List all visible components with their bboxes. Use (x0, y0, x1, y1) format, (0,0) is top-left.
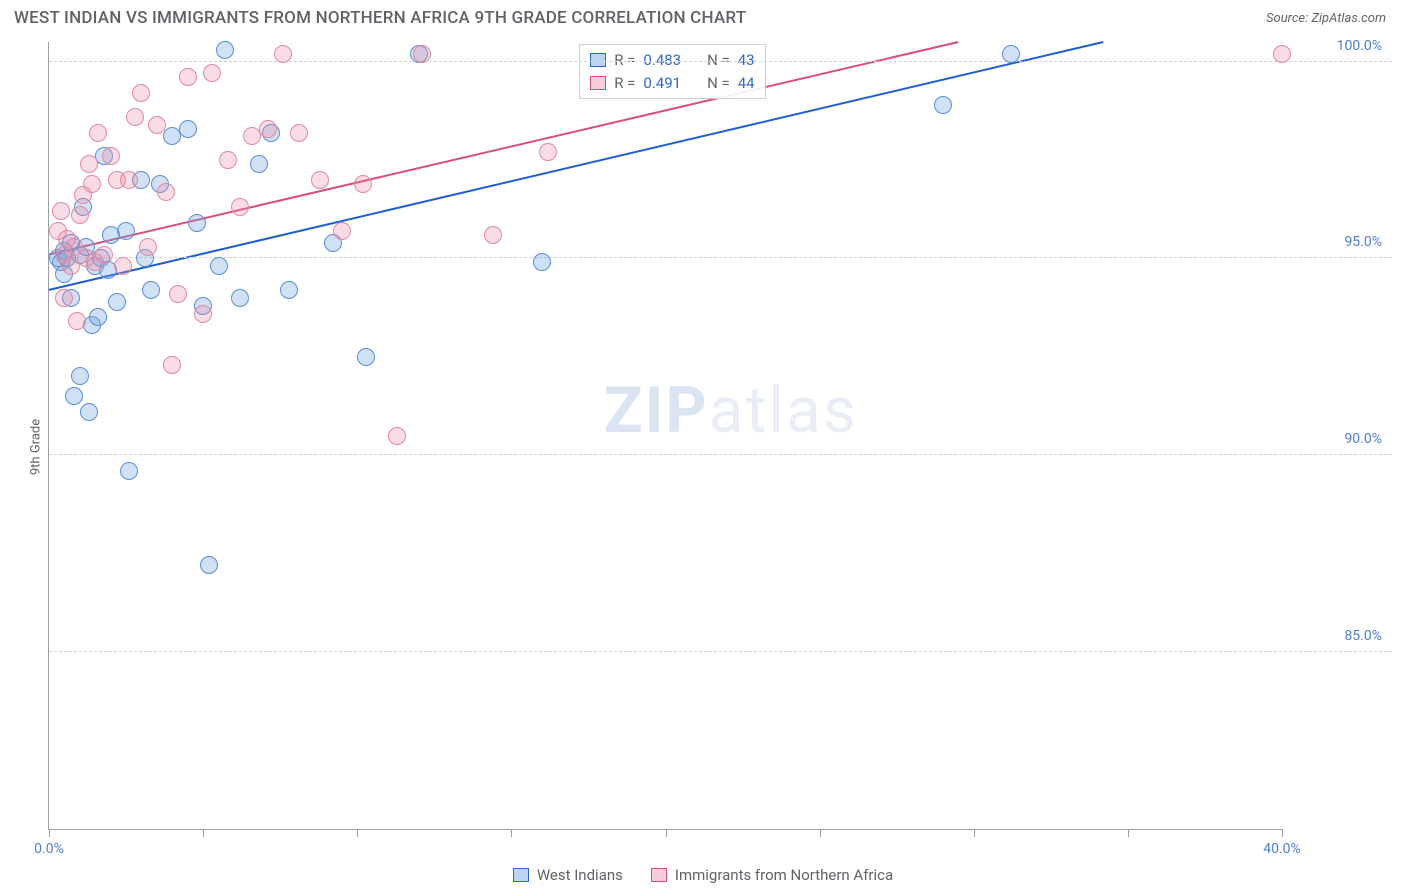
legend-item: West Indians (513, 866, 623, 884)
data-point (274, 45, 292, 63)
data-point (120, 171, 138, 189)
x-tick (820, 829, 821, 837)
data-point (132, 84, 150, 102)
data-point (139, 238, 157, 256)
plot-region: ZIPatlas R =0.483N =43R =0.491N =44 85.0… (48, 42, 1282, 830)
data-point (117, 222, 135, 240)
data-point (52, 202, 70, 220)
data-point (357, 348, 375, 366)
data-point (231, 198, 249, 216)
y-axis-title: 9th Grade (29, 419, 44, 475)
data-point (188, 214, 206, 232)
data-point (108, 293, 126, 311)
data-point (89, 124, 107, 142)
data-point (157, 183, 175, 201)
data-point (194, 305, 212, 323)
x-tick (666, 829, 667, 837)
r-value: 0.491 (643, 72, 681, 95)
data-point (934, 96, 952, 114)
data-point (216, 41, 234, 59)
data-point (200, 556, 218, 574)
data-point (114, 257, 132, 275)
legend-stats-box: R =0.483N =43R =0.491N =44 (579, 44, 765, 99)
x-tick (357, 829, 358, 837)
x-tick-label: 40.0% (1263, 841, 1301, 857)
legend-bottom: West Indians Immigrants from Northern Afr… (0, 866, 1406, 884)
r-label: R = (614, 72, 635, 95)
x-tick (974, 829, 975, 837)
source-link[interactable]: ZipAtlas.com (1311, 11, 1386, 26)
gridline (49, 454, 1392, 455)
data-point (210, 257, 228, 275)
data-point (71, 367, 89, 385)
data-point (89, 308, 107, 326)
legend-swatch (513, 868, 529, 882)
legend-label: Immigrants from Northern Africa (675, 866, 893, 884)
data-point (80, 403, 98, 421)
x-tick-label: 0.0% (34, 841, 64, 857)
data-point (250, 155, 268, 173)
data-point (311, 171, 329, 189)
data-point (259, 120, 277, 138)
source-prefix: Source: (1266, 11, 1311, 26)
data-point (102, 147, 120, 165)
data-point (231, 289, 249, 307)
y-tick-label: 90.0% (1292, 431, 1382, 447)
data-point (65, 387, 83, 405)
data-point (290, 124, 308, 142)
data-point (142, 281, 160, 299)
data-point (95, 246, 113, 264)
data-point (83, 175, 101, 193)
watermark-rest: atlas (709, 373, 858, 448)
chart-title: WEST INDIAN VS IMMIGRANTS FROM NORTHERN … (14, 8, 746, 28)
data-point (55, 289, 73, 307)
legend-stat-row: R = 0.491 N = 44 (590, 72, 754, 95)
x-tick (1128, 829, 1129, 837)
data-point (179, 68, 197, 86)
x-tick (203, 829, 204, 837)
watermark-bold: ZIP (604, 373, 709, 448)
y-tick-label: 100.0% (1292, 38, 1382, 54)
data-point (533, 253, 551, 271)
data-point (539, 143, 557, 161)
title-bar: WEST INDIAN VS IMMIGRANTS FROM NORTHERN … (0, 0, 1406, 34)
gridline (49, 61, 1392, 62)
legend-label: West Indians (537, 866, 623, 884)
n-value: 44 (738, 72, 755, 95)
gridline (49, 651, 1392, 652)
data-point (126, 108, 144, 126)
data-point (148, 116, 166, 134)
n-label: N = (707, 72, 730, 95)
data-point (333, 222, 351, 240)
x-tick (1282, 829, 1283, 837)
data-point (484, 226, 502, 244)
data-point (354, 175, 372, 193)
gridline (49, 257, 1392, 258)
data-point (120, 462, 138, 480)
data-point (203, 64, 221, 82)
data-point (169, 285, 187, 303)
x-tick (511, 829, 512, 837)
legend-item: Immigrants from Northern Africa (651, 866, 893, 884)
data-point (1002, 45, 1020, 63)
chart-area: 9th Grade ZIPatlas R =0.483N =43R =0.491… (14, 42, 1392, 852)
data-point (1273, 45, 1291, 63)
data-point (68, 312, 86, 330)
legend-swatch (651, 868, 667, 882)
data-point (413, 45, 431, 63)
legend-swatch (590, 76, 606, 90)
data-point (163, 356, 181, 374)
y-tick-label: 85.0% (1292, 628, 1382, 644)
data-point (71, 206, 89, 224)
source-attribution: Source: ZipAtlas.com (1266, 11, 1386, 26)
data-point (179, 120, 197, 138)
y-tick-label: 95.0% (1292, 234, 1382, 250)
watermark: ZIPatlas (604, 373, 858, 448)
data-point (219, 151, 237, 169)
x-tick (49, 829, 50, 837)
data-point (388, 427, 406, 445)
data-point (280, 281, 298, 299)
data-point (80, 155, 98, 173)
